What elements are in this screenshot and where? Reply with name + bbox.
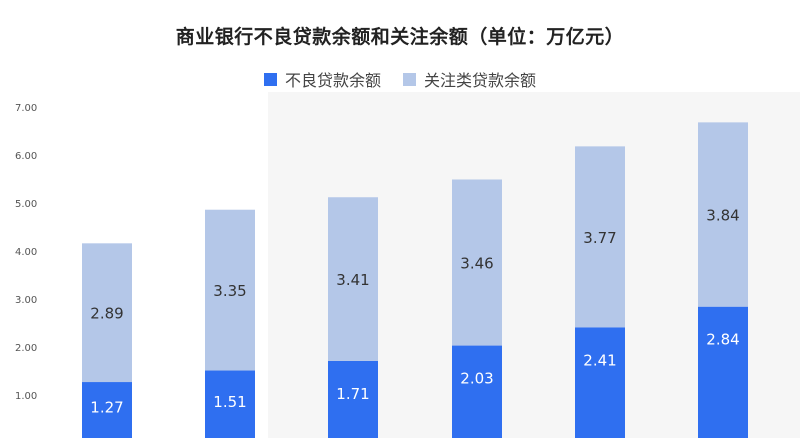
bar-npl-segment: [328, 360, 378, 438]
legend-swatch-special-mention: [403, 72, 416, 86]
legend-item-special-mention: 关注类贷款余额: [403, 67, 536, 91]
y-tick-label: 5.00: [15, 199, 37, 210]
data-label-special-mention: 2.89: [90, 305, 123, 323]
data-label-special-mention: 3.77: [583, 229, 616, 247]
data-label-npl: 2.84: [706, 331, 739, 349]
bar-special-mention-segment: [205, 209, 255, 371]
data-label-special-mention: 3.46: [460, 255, 493, 273]
legend-swatch-npl: [263, 72, 277, 86]
bar-special-mention-segment: [452, 179, 502, 346]
data-label-special-mention: 3.84: [706, 207, 739, 225]
bar-npl-segment: [698, 306, 748, 438]
bar-npl-segment: [82, 382, 132, 438]
legend: 不良贷款余额 关注类贷款余额: [0, 67, 800, 91]
data-label-npl: 2.41: [583, 351, 616, 369]
legend-label-special-mention: 关注类贷款余额: [424, 71, 537, 90]
bar-special-mention-segment: [575, 146, 625, 328]
legend-item-npl: 不良贷款余额: [263, 67, 381, 91]
data-label-npl: 2.03: [460, 370, 493, 388]
data-label-special-mention: 3.41: [336, 271, 369, 289]
chart-title: 商业银行不良贷款余额和关注余额（单位：万亿元）: [175, 26, 625, 48]
bar-special-mention-segment: [328, 197, 378, 361]
y-tick-label: 7.00: [15, 103, 37, 114]
data-label-npl: 1.71: [336, 385, 369, 403]
data-label-npl: 1.51: [213, 393, 246, 411]
data-label-npl: 1.27: [90, 399, 123, 417]
bar-npl-segment: [575, 327, 625, 438]
y-tick-label: 3.00: [15, 295, 37, 306]
data-label-special-mention: 3.35: [213, 282, 246, 300]
bar-npl-segment: [205, 370, 255, 438]
y-tick-label: 6.00: [15, 151, 37, 162]
bar-special-mention-segment: [82, 243, 132, 383]
y-tick-label: 1.00: [15, 391, 37, 402]
bar-special-mention-segment: [698, 122, 748, 307]
bar-npl-segment: [452, 345, 502, 438]
legend-label-npl: 不良贷款余额: [284, 71, 381, 90]
y-tick-label: 4.00: [15, 247, 37, 258]
y-tick-label: 2.00: [15, 343, 37, 354]
